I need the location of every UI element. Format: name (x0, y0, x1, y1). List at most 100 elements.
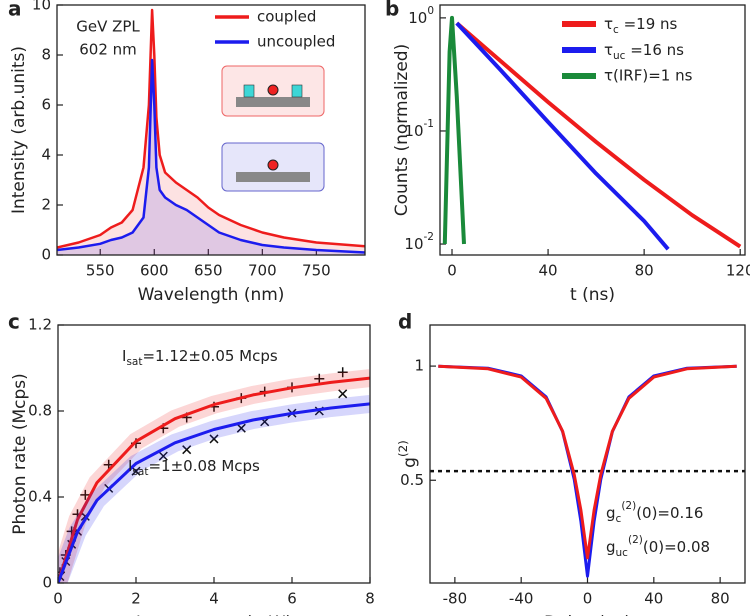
x-tick-label: 8 (365, 590, 375, 608)
text-part: =1.12±0.05 Mcps (142, 347, 277, 365)
text-part: =16 ns (625, 41, 684, 59)
line (57, 8, 365, 249)
text-part: =1±0.08 Mcps (148, 457, 260, 475)
antenna (291, 84, 303, 98)
plot-frame (57, 324, 371, 584)
y-tick-label: 1.2 (28, 316, 52, 334)
text-part: (2) (628, 534, 643, 546)
annotation: guc(2)(0)=0.08 (606, 534, 710, 559)
point (131, 466, 141, 476)
x-axis-label: Laser power (mW) (136, 613, 292, 616)
y-tick-label: 0 (42, 574, 52, 592)
line (438, 364, 737, 560)
y-tick-label: 0.4 (28, 488, 52, 506)
emitter (267, 84, 279, 96)
substrate (236, 172, 310, 182)
line (442, 15, 466, 245)
y-tick-label: 0.8 (28, 402, 52, 420)
text-part: 10 (404, 235, 423, 253)
legend-label: coupled (257, 8, 316, 26)
x-tick-label: 2 (131, 590, 141, 608)
line (455, 21, 670, 251)
point (236, 423, 246, 433)
text-part: g (606, 504, 616, 522)
text-part: (0)=0.16 (636, 504, 703, 522)
annotation: Isat=1±0.08 Mcps (128, 457, 260, 479)
x-tick-label: 0 (53, 590, 63, 608)
plot-frame (439, 4, 746, 256)
inset-uncoupled (221, 142, 325, 192)
text-part: (0)=0.08 (643, 538, 710, 556)
emitter (267, 159, 279, 171)
line (58, 376, 370, 583)
point (338, 389, 348, 399)
y-tick-label: 100 (408, 5, 434, 27)
x-tick-label: 700 (248, 262, 277, 280)
y-tick-label: 10-2 (404, 231, 434, 253)
text-part: g (606, 538, 616, 556)
y-axis-label: Intensity (arb.units) (9, 46, 29, 214)
panel-letter: c (8, 310, 20, 334)
text-part: (2) (396, 440, 410, 457)
x-tick-label: 80 (635, 262, 654, 280)
text-part: sat (132, 466, 148, 478)
x-tick-label: 600 (140, 262, 169, 280)
point (80, 489, 91, 500)
x-tick-label: 650 (194, 262, 223, 280)
x-tick-label: 750 (302, 262, 331, 280)
y-axis-label: Photon rate (Mcps) (10, 373, 30, 535)
text-part: I (128, 457, 132, 475)
annotation: GeV ZPL (76, 18, 140, 36)
text-part: uc (613, 50, 626, 62)
y-tick-label: 1 (414, 357, 424, 375)
panel-letter: a (8, 0, 22, 21)
x-tick-label: 0 (447, 262, 457, 280)
line (455, 21, 742, 249)
text-part: τ (604, 41, 613, 59)
point (209, 434, 219, 444)
text-part: 10 (408, 8, 427, 26)
legend-label: τ(IRF)=1 ns (604, 67, 693, 85)
text-part: τ (604, 15, 613, 33)
y-tick-label: 8 (41, 46, 51, 64)
x-tick-label: 0 (583, 590, 593, 608)
x-axis-label: Wavelength (nm) (138, 285, 285, 305)
annotation: gc(2)(0)=0.16 (606, 500, 703, 525)
legend-label: uncoupled (257, 33, 335, 51)
point (182, 445, 192, 455)
plot-area (58, 367, 370, 583)
line (57, 58, 365, 254)
plot-area (57, 8, 365, 255)
y-tick-label: 0.5 (400, 471, 424, 489)
x-tick-label: 40 (644, 590, 663, 608)
legend-label: τc =19 ns (604, 15, 678, 37)
plot-frame (56, 4, 366, 256)
point (314, 373, 325, 384)
x-tick-label: 40 (539, 262, 558, 280)
antenna (243, 84, 255, 98)
y-tick-label: 6 (41, 96, 51, 114)
text-part: sat (126, 356, 142, 368)
point (158, 451, 168, 461)
text-part: g (400, 457, 420, 468)
y-axis-label: Counts (normalized) (392, 44, 412, 216)
panel: a 550 600 650 700 750 0 2 4 6 8 10 Wavelength (nm) In… (8, 0, 366, 305)
x-tick-label: 6 (287, 590, 297, 608)
y-tick-label: 4 (41, 146, 51, 164)
text-part: I (122, 347, 126, 365)
x-tick-label: 80 (711, 590, 730, 608)
plot-area (442, 15, 742, 251)
x-tick-label: -80 (443, 590, 468, 608)
annotation: 602 nm (79, 41, 137, 59)
text-part: 0 (427, 5, 434, 17)
annotation: Isat=1.12±0.05 Mcps (122, 347, 278, 369)
panel: c 0 2 4 6 8 0 0.4 0.8 1.2 Laser power (mW) Photon r… (8, 310, 375, 616)
text-part: =19 ns (619, 15, 678, 33)
panel-letter: b (385, 0, 399, 21)
panel-letter: d (398, 310, 412, 334)
text-part: -1 (424, 118, 434, 130)
x-axis-label: Delay (ns) (544, 613, 631, 616)
y-tick-label: 10-1 (404, 118, 434, 140)
